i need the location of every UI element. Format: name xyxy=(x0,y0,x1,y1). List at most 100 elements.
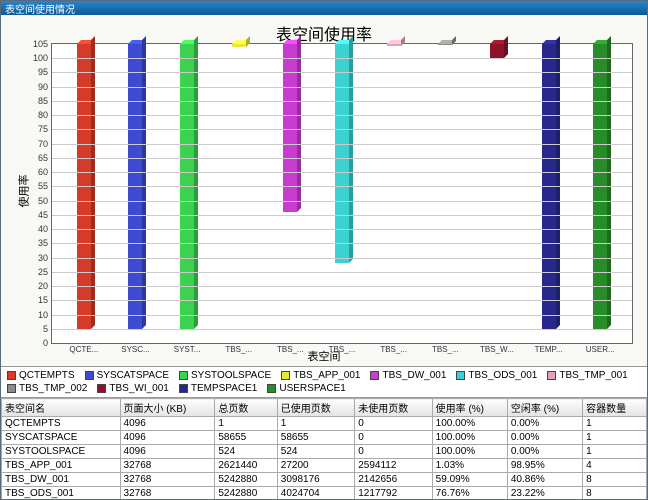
table-cell: 0.00% xyxy=(507,445,582,459)
legend-label: USERSPACE1 xyxy=(279,383,346,394)
chart-gridline xyxy=(52,315,632,316)
chart-bar-column: USER... xyxy=(574,44,626,343)
chart-gridline xyxy=(52,229,632,230)
table-cell: 0.00% xyxy=(507,417,582,431)
table-cell: 1 xyxy=(583,431,647,445)
chart-bar-column: TEMP... xyxy=(523,44,575,343)
table-cell: 23.22% xyxy=(507,487,582,500)
app-window: 表空间使用情况 表空间使用率 使用率 QCTE...SYSC...SYST...… xyxy=(0,0,648,500)
chart-gridline xyxy=(52,300,632,301)
window-titlebar: 表空间使用情况 xyxy=(1,1,647,15)
chart-gridline xyxy=(52,272,632,273)
legend-swatch xyxy=(547,371,556,380)
table-header-cell[interactable]: 页面大小 (KB) xyxy=(120,399,215,417)
legend-item[interactable]: TBS_ODS_001 xyxy=(456,370,537,381)
chart-ytick: 0 xyxy=(24,338,48,348)
table-cell: 2142656 xyxy=(355,473,432,487)
legend-item[interactable]: TBS_DW_001 xyxy=(370,370,446,381)
chart-gridline xyxy=(52,243,632,244)
legend-item[interactable]: TBS_TMP_001 xyxy=(547,370,627,381)
table-cell: 1.03% xyxy=(432,459,507,473)
legend-label: SYSCATSPACE xyxy=(97,370,169,381)
chart-ytick: 85 xyxy=(24,96,48,106)
table-cell: 0 xyxy=(355,445,432,459)
table-header-cell[interactable]: 未使用页数 xyxy=(355,399,432,417)
legend-label: TBS_DW_001 xyxy=(382,370,446,381)
table-body: QCTEMPTS4096110100.00%0.00%1SYSCATSPACE4… xyxy=(2,417,647,500)
table-cell: 1 xyxy=(277,417,354,431)
chart-bar-column: TBS_... xyxy=(368,44,420,343)
legend-label: SYSTOOLSPACE xyxy=(191,370,271,381)
table-cell: TBS_DW_001 xyxy=(2,473,121,487)
chart-bars: QCTE...SYSC...SYST...TBS_...TBS_...TBS_.… xyxy=(52,44,632,343)
chart-gridline xyxy=(52,158,632,159)
chart-ytick: 30 xyxy=(24,253,48,263)
legend-item[interactable]: TBS_APP_001 xyxy=(281,370,360,381)
table-header-cell[interactable]: 容器数量 xyxy=(583,399,647,417)
chart-bar-column: SYSC... xyxy=(110,44,162,343)
window-title: 表空间使用情况 xyxy=(5,1,75,15)
table-cell: SYSCATSPACE xyxy=(2,431,121,445)
chart-ytick: 40 xyxy=(24,224,48,234)
chart-bar[interactable] xyxy=(387,44,401,46)
chart-ytick: 20 xyxy=(24,281,48,291)
chart-bar-column: TBS_... xyxy=(265,44,317,343)
table-cell: 4096 xyxy=(120,445,215,459)
chart-bar-column: SYST... xyxy=(161,44,213,343)
table-header-cell[interactable]: 总页数 xyxy=(215,399,277,417)
table-cell: 1217792 xyxy=(355,487,432,500)
table-cell: 32768 xyxy=(120,473,215,487)
table-row[interactable]: TBS_ODS_0013276852428804024704121779276.… xyxy=(2,487,647,500)
legend-swatch xyxy=(370,371,379,380)
chart-gridline xyxy=(52,115,632,116)
chart-bar[interactable] xyxy=(438,44,452,45)
table-header-cell[interactable]: 空闲率 (%) xyxy=(507,399,582,417)
table-row[interactable]: SYSCATSPACE409658655586550100.00%0.00%1 xyxy=(2,431,647,445)
legend-item[interactable]: SYSTOOLSPACE xyxy=(179,370,271,381)
chart-bar[interactable] xyxy=(232,44,246,47)
table-cell: TBS_APP_001 xyxy=(2,459,121,473)
legend-swatch xyxy=(97,384,106,393)
legend-label: TBS_APP_001 xyxy=(293,370,360,381)
table-header-row: 表空间名页面大小 (KB)总页数已使用页数未使用页数使用率 (%)空闲率 (%)… xyxy=(2,399,647,417)
table-row[interactable]: TBS_APP_0013276826214402720025941121.03%… xyxy=(2,459,647,473)
table-header-cell[interactable]: 使用率 (%) xyxy=(432,399,507,417)
chart-bar-column: TBS_W... xyxy=(471,44,523,343)
chart-gridline xyxy=(52,129,632,130)
legend-item[interactable]: USERSPACE1 xyxy=(267,383,346,394)
table-cell: 4096 xyxy=(120,417,215,431)
legend-item[interactable]: TBS_WI_001 xyxy=(97,383,168,394)
chart-ytick: 70 xyxy=(24,139,48,149)
chart-bar[interactable] xyxy=(490,44,504,58)
chart-bar-column: TBS_... xyxy=(213,44,265,343)
table-cell: 76.76% xyxy=(432,487,507,500)
table-row[interactable]: QCTEMPTS4096110100.00%0.00%1 xyxy=(2,417,647,431)
chart-ytick: 35 xyxy=(24,238,48,248)
table-cell: 1 xyxy=(583,417,647,431)
table-header-cell[interactable]: 表空间名 xyxy=(2,399,121,417)
table-cell: 0 xyxy=(355,431,432,445)
chart-bar-column: TBS_... xyxy=(316,44,368,343)
legend-item[interactable]: QCTEMPTS xyxy=(7,370,75,381)
chart-ytick: 75 xyxy=(24,124,48,134)
table-row[interactable]: SYSTOOLSPACE40965245240100.00%0.00%1 xyxy=(2,445,647,459)
chart-gridline xyxy=(52,172,632,173)
table-cell: 0.00% xyxy=(507,431,582,445)
legend-item[interactable]: TBS_TMP_002 xyxy=(7,383,87,394)
data-table-wrap[interactable]: 表空间名页面大小 (KB)总页数已使用页数未使用页数使用率 (%)空闲率 (%)… xyxy=(1,398,647,499)
table-cell: SYSTOOLSPACE xyxy=(2,445,121,459)
legend-item[interactable]: TEMPSPACE1 xyxy=(179,383,258,394)
table-header-cell[interactable]: 已使用页数 xyxy=(277,399,354,417)
legend-label: TBS_WI_001 xyxy=(109,383,168,394)
legend-swatch xyxy=(179,371,188,380)
table-cell: 32768 xyxy=(120,487,215,500)
table-cell: 524 xyxy=(215,445,277,459)
table-cell: 8 xyxy=(583,473,647,487)
legend-label: TBS_TMP_002 xyxy=(19,383,87,394)
table-row[interactable]: TBS_DW_0013276852428803098176214265659.0… xyxy=(2,473,647,487)
legend-label: TBS_ODS_001 xyxy=(468,370,537,381)
table-cell: 40.86% xyxy=(507,473,582,487)
legend-item[interactable]: SYSCATSPACE xyxy=(85,370,169,381)
legend-swatch xyxy=(85,371,94,380)
table-cell: 5242880 xyxy=(215,487,277,500)
